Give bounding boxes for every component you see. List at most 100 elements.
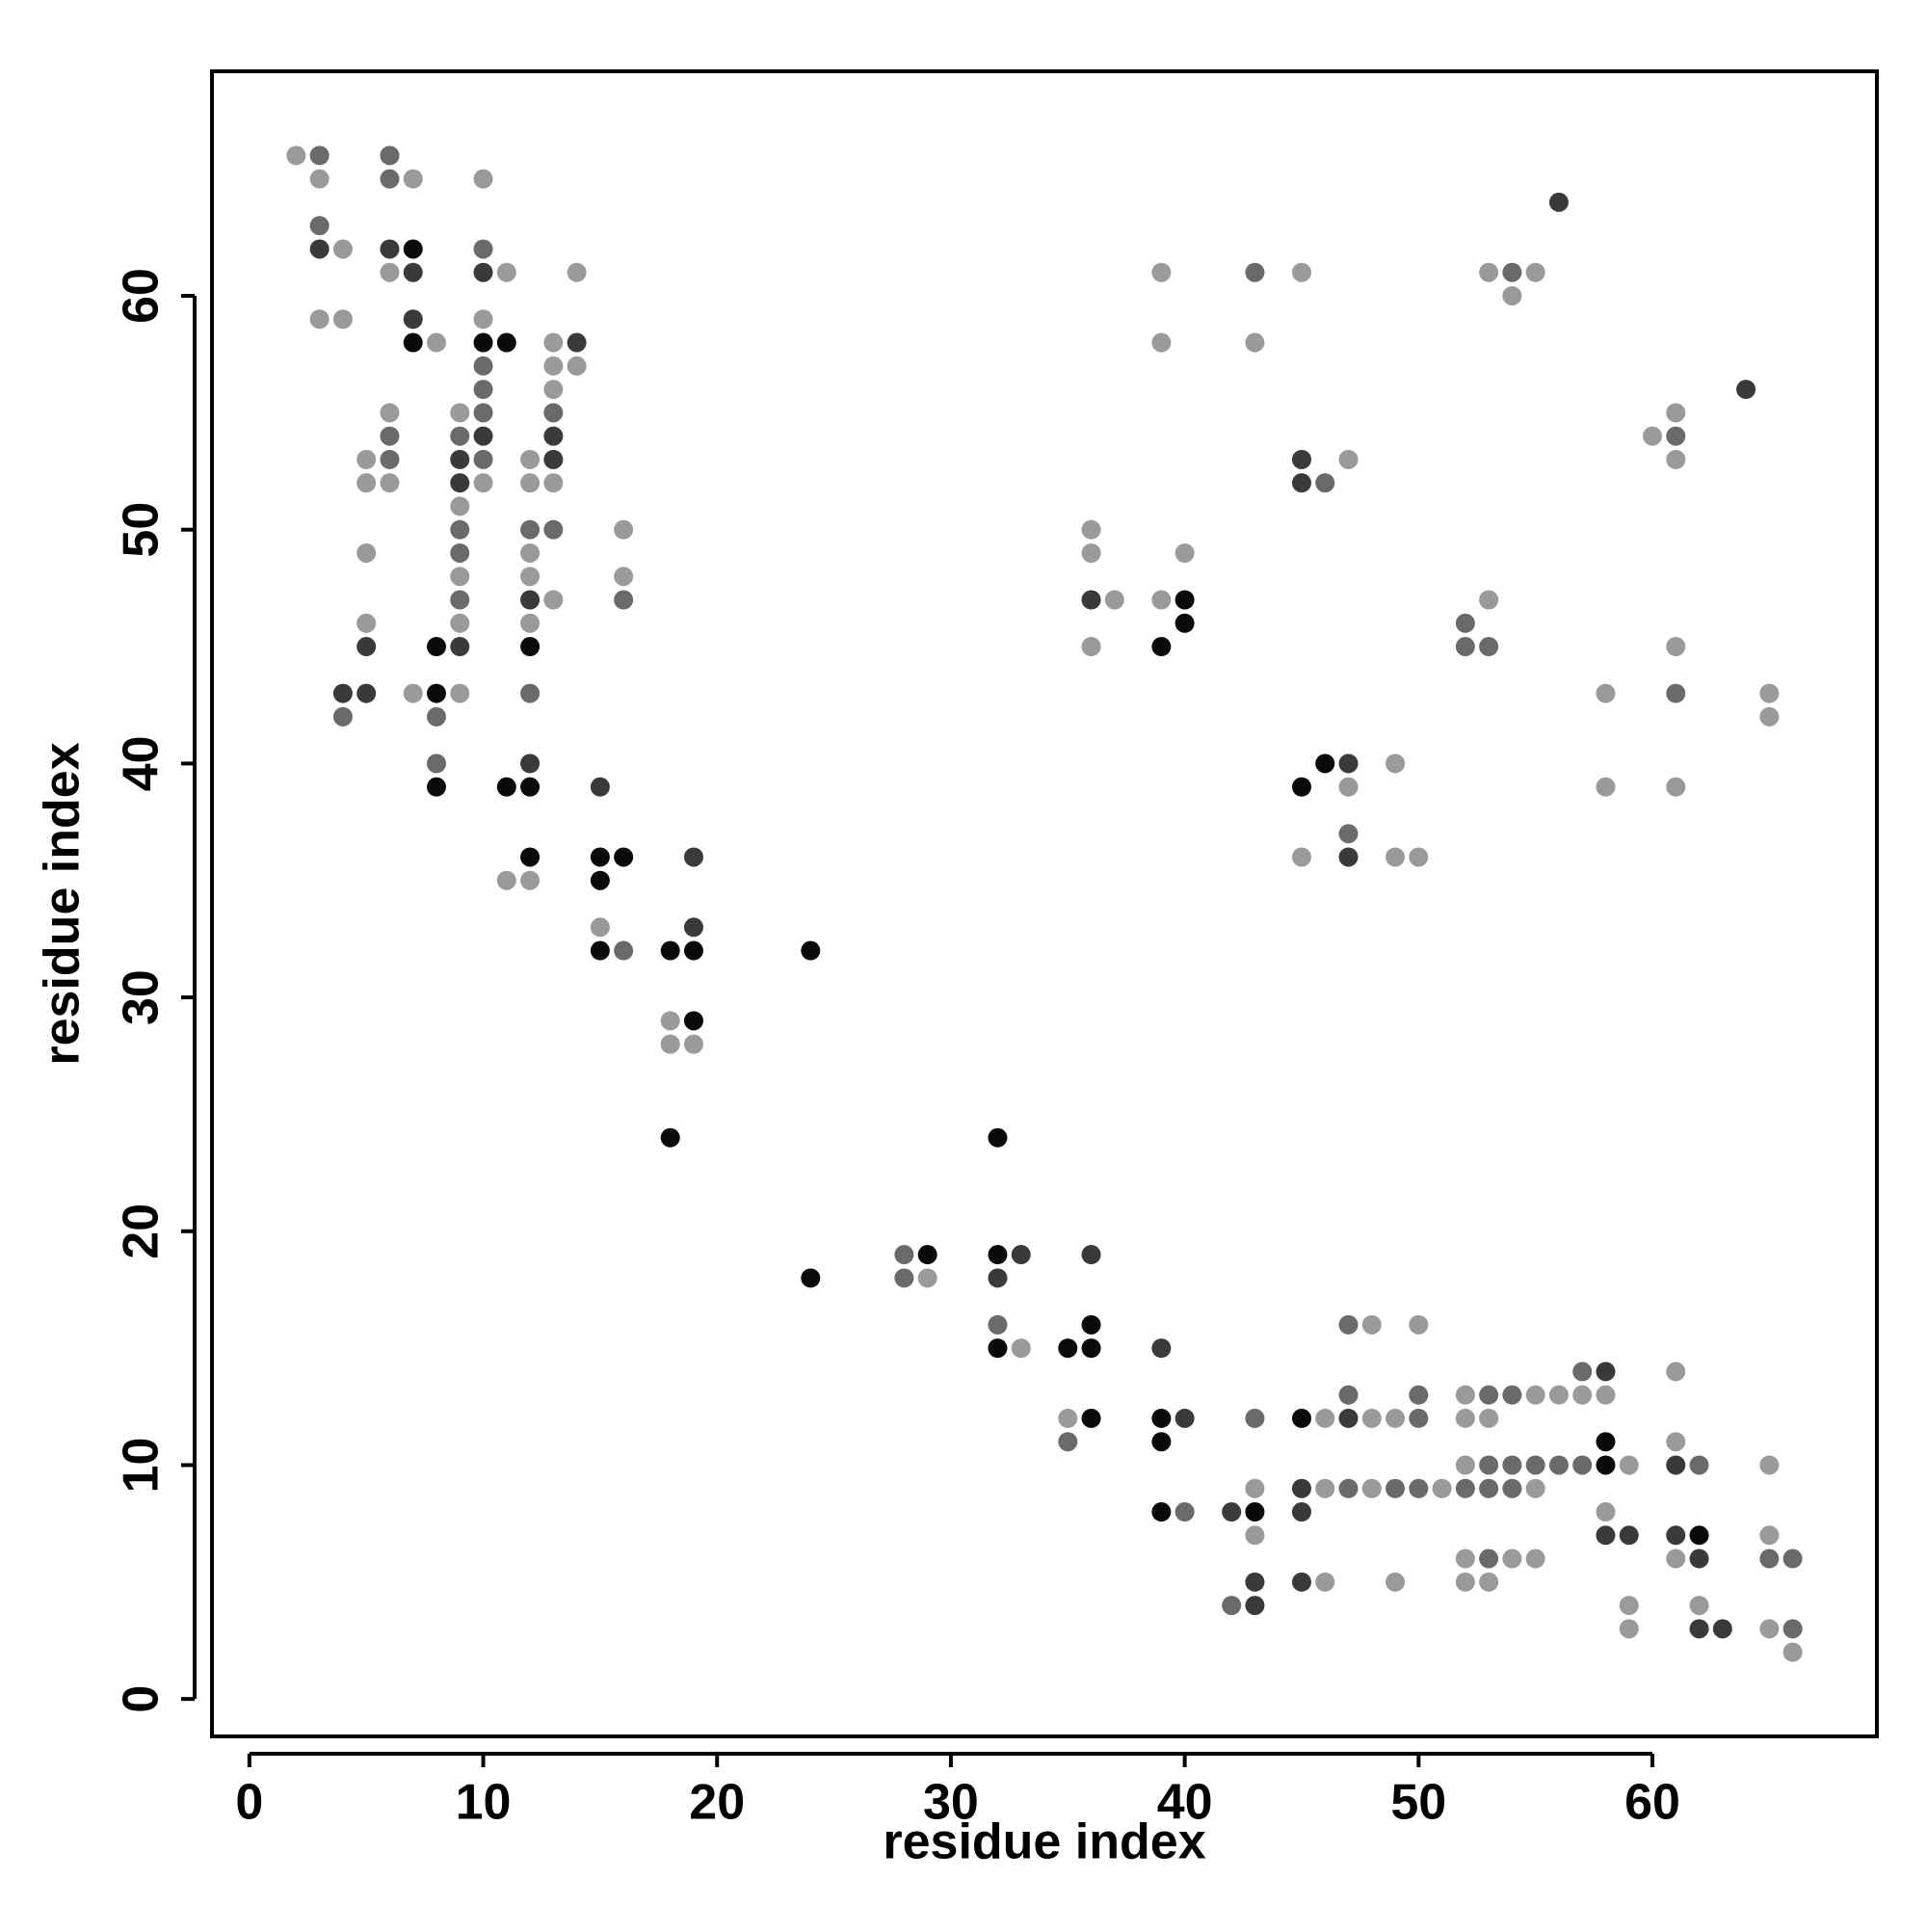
point (450, 590, 470, 610)
point (1081, 543, 1101, 563)
point (1455, 637, 1475, 657)
point (1291, 1502, 1311, 1522)
point (1386, 1572, 1406, 1592)
point (543, 519, 564, 540)
point (1315, 1478, 1335, 1498)
point (1338, 1314, 1359, 1335)
point (543, 380, 564, 400)
point (1759, 1455, 1780, 1475)
point (380, 262, 400, 282)
point (1338, 1478, 1359, 1498)
point (473, 473, 493, 493)
point (1666, 1362, 1686, 1382)
point (590, 777, 610, 797)
point (614, 940, 634, 961)
point (1386, 1478, 1406, 1498)
point (1455, 1385, 1475, 1405)
point (988, 1268, 1008, 1288)
point (1361, 1314, 1382, 1335)
point (543, 356, 564, 376)
point (1291, 473, 1311, 493)
x-tick-label: 20 (689, 1775, 745, 1831)
point (1432, 1478, 1452, 1498)
point (1736, 380, 1756, 400)
point (520, 449, 541, 469)
point (1245, 332, 1265, 353)
point (1596, 1362, 1616, 1382)
x-tick-label: 10 (456, 1775, 512, 1831)
point (1759, 1619, 1780, 1639)
point (1338, 847, 1359, 867)
point (917, 1268, 937, 1288)
point (1666, 1432, 1686, 1452)
point (1081, 1314, 1101, 1335)
point (1315, 473, 1335, 493)
point (1315, 1408, 1335, 1428)
point (1222, 1596, 1242, 1616)
point (286, 146, 306, 166)
point (801, 1268, 821, 1288)
point (1151, 637, 1172, 657)
point (567, 332, 587, 353)
point (1619, 1596, 1639, 1616)
point (1291, 262, 1311, 282)
point (1689, 1455, 1709, 1475)
point (450, 567, 470, 587)
point (403, 332, 423, 353)
point (1455, 613, 1475, 633)
point (520, 777, 541, 797)
point (1596, 1385, 1616, 1405)
point (1245, 1525, 1265, 1546)
point (356, 449, 377, 469)
point (590, 940, 610, 961)
point (1151, 590, 1172, 610)
point (332, 309, 353, 330)
point (1596, 1502, 1616, 1522)
point (660, 1034, 680, 1054)
point (543, 332, 564, 353)
point (1175, 1408, 1195, 1428)
point (1666, 426, 1686, 446)
point (1386, 754, 1406, 774)
point (1409, 1314, 1429, 1335)
point (1081, 1338, 1101, 1359)
point (403, 683, 423, 703)
y-tick-label: 30 (114, 969, 170, 1025)
point (1689, 1525, 1709, 1546)
point (1479, 590, 1499, 610)
point (543, 449, 564, 469)
point (1548, 1385, 1569, 1405)
point (1525, 1455, 1545, 1475)
point (403, 169, 423, 189)
point (1338, 754, 1359, 774)
point (1479, 637, 1499, 657)
point (1455, 1572, 1475, 1592)
point (450, 683, 470, 703)
point (309, 146, 330, 166)
point (1643, 426, 1663, 446)
point (520, 543, 541, 563)
point (380, 449, 400, 469)
point (683, 1034, 703, 1054)
point (1596, 1525, 1616, 1546)
point (380, 146, 400, 166)
point (1104, 590, 1124, 610)
point (1291, 1408, 1311, 1428)
point (496, 870, 516, 890)
point (520, 519, 541, 540)
point (496, 777, 516, 797)
point (1245, 1572, 1265, 1592)
point (1525, 1548, 1545, 1569)
point (332, 683, 353, 703)
point (614, 519, 634, 540)
point (1759, 1525, 1780, 1546)
point (380, 169, 400, 189)
point (426, 777, 446, 797)
point (543, 590, 564, 610)
point (426, 754, 446, 774)
point (1291, 777, 1311, 797)
point (660, 1127, 680, 1148)
point (1245, 1408, 1265, 1428)
point (567, 356, 587, 376)
